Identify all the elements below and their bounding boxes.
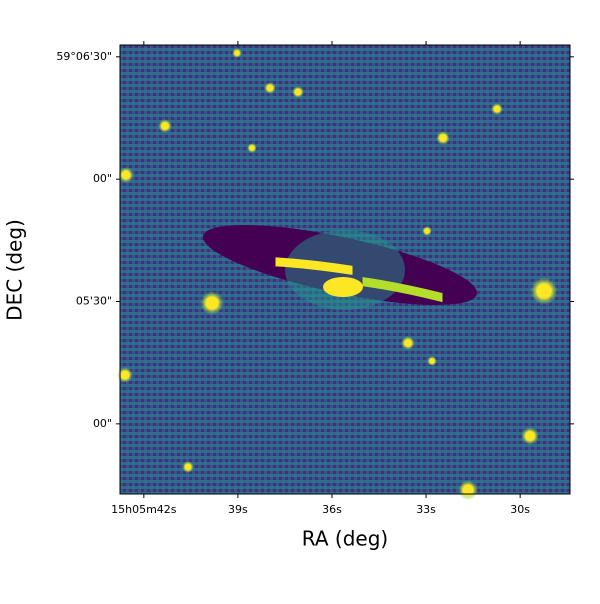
x-axis-label: RA (deg) <box>302 527 388 551</box>
x-tick-label: 15h05m42s <box>111 503 177 516</box>
y-axis-label: DEC (deg) <box>3 219 27 321</box>
y-tick-label: 05'30" <box>76 295 112 308</box>
x-tick-label: 36s <box>322 503 342 516</box>
x-tick-label: 33s <box>416 503 436 516</box>
y-tick-label: 00" <box>93 172 112 185</box>
y-tick-label: 59°06'30" <box>56 50 112 63</box>
y-tick-label: 00" <box>93 417 112 430</box>
x-tick-label: 39s <box>228 503 248 516</box>
sky-image <box>117 45 570 500</box>
axes-frame <box>119 44 571 495</box>
x-tick-label: 30s <box>510 503 530 516</box>
